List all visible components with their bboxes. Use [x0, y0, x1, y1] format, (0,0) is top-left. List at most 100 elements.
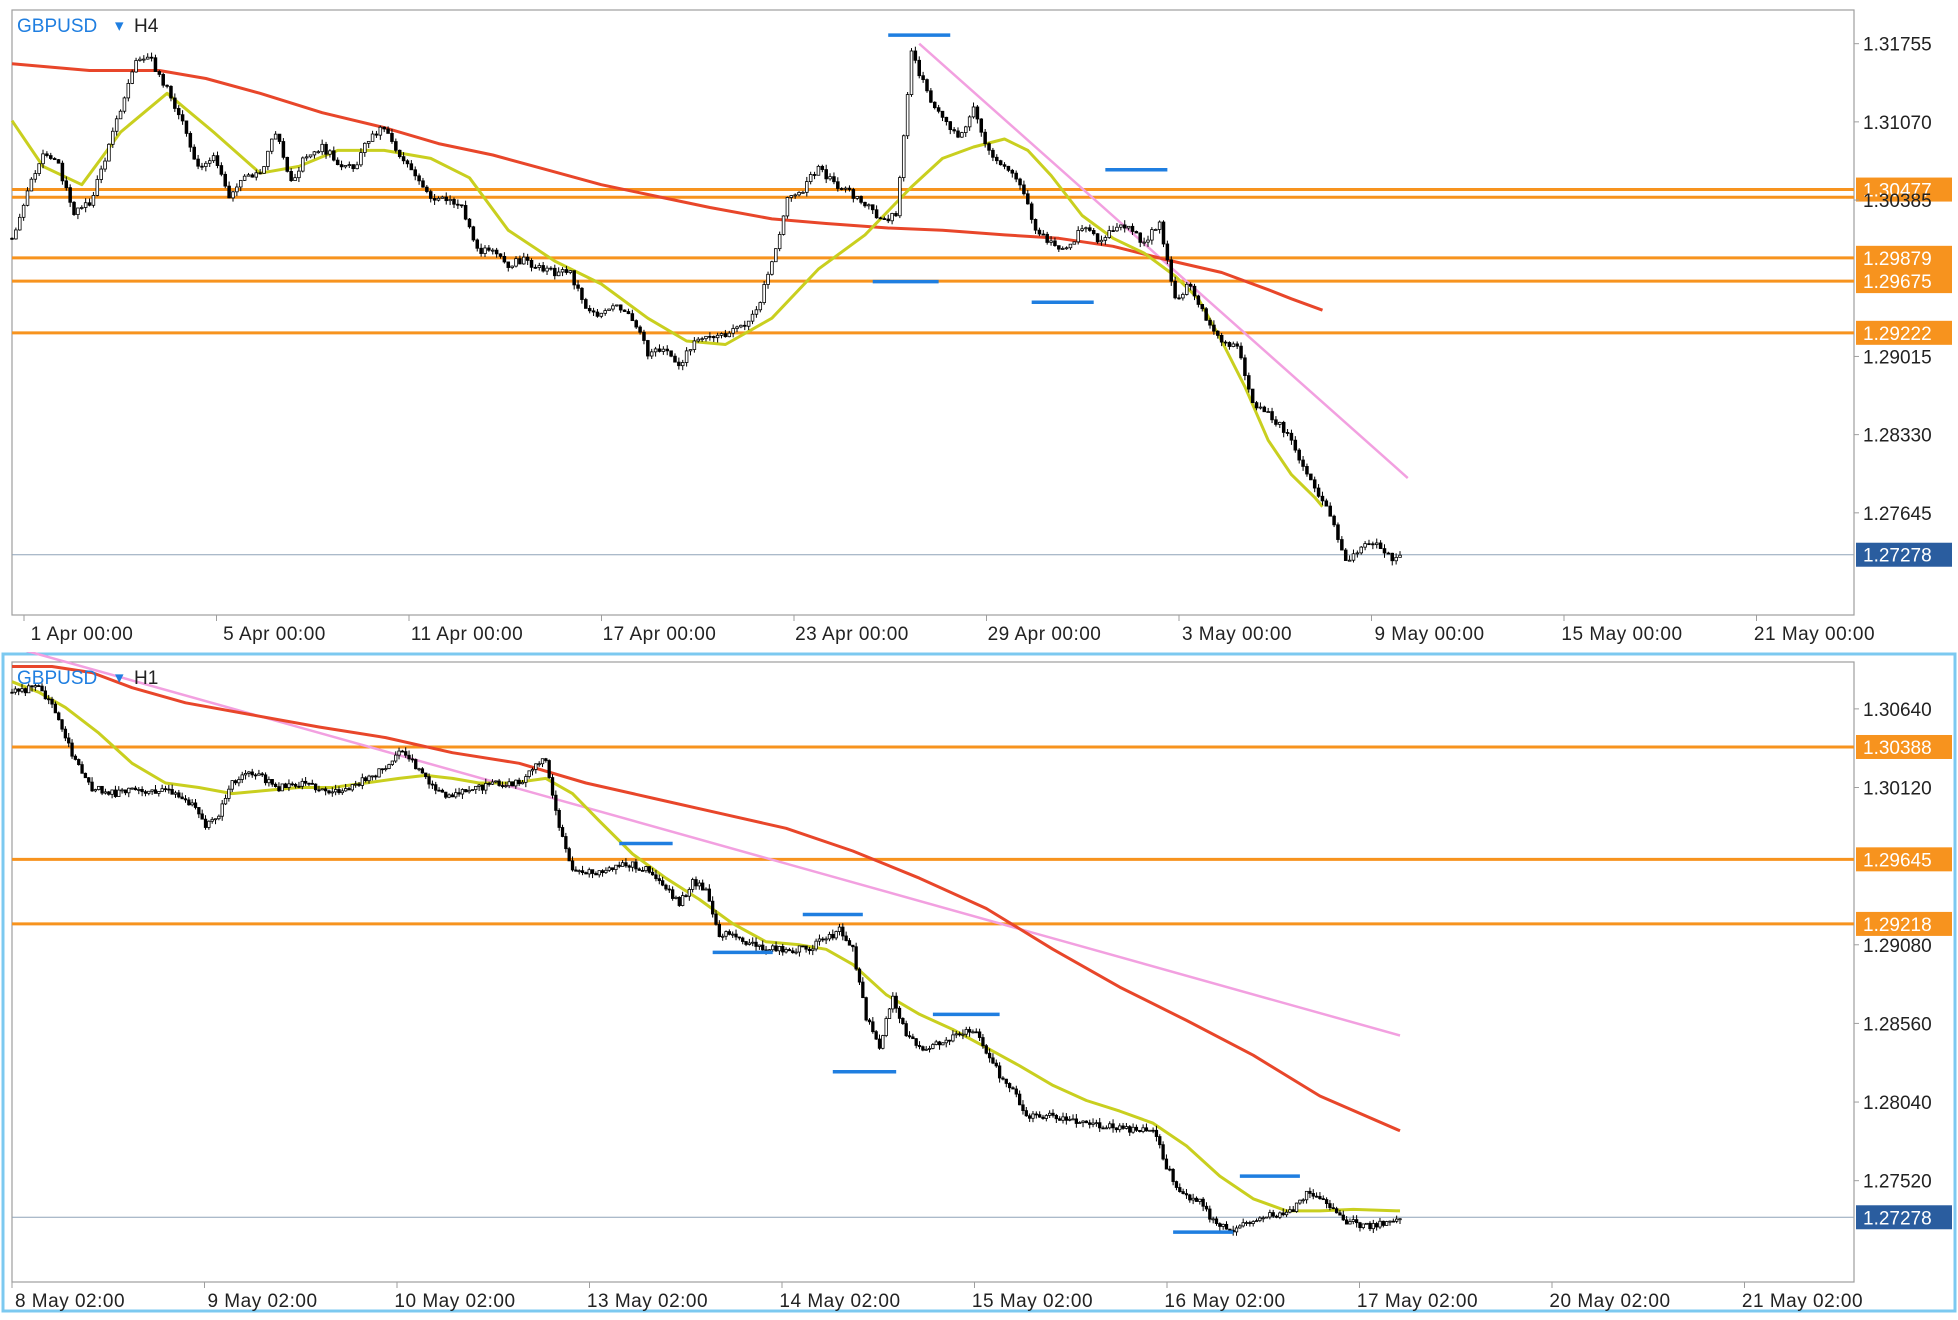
- candle: [1258, 402, 1263, 410]
- candle: [750, 310, 755, 325]
- candle: [117, 786, 121, 798]
- candle: [1114, 1127, 1119, 1133]
- candle: [1031, 1111, 1035, 1123]
- candle: [564, 832, 568, 853]
- candle: [580, 865, 585, 876]
- candle: [510, 781, 515, 787]
- candle: [421, 177, 425, 188]
- candle: [610, 867, 615, 872]
- candle: [308, 154, 313, 159]
- candle: [630, 861, 635, 872]
- candle: [707, 884, 711, 902]
- chart-panel-h4[interactable]: 1.30477 1.29879 1.29675 1.29222 1.31755 1.310…: [0, 0, 1958, 648]
- candle: [640, 866, 645, 872]
- chart-symbol[interactable]: GBPUSD: [17, 668, 97, 689]
- candle: [960, 131, 964, 138]
- candle: [277, 782, 281, 793]
- candle: [120, 787, 124, 794]
- candle: [1388, 1220, 1392, 1226]
- candle: [328, 149, 332, 158]
- candle: [130, 69, 134, 85]
- candle: [1134, 230, 1139, 234]
- candle: [404, 747, 408, 758]
- candle: [564, 265, 569, 275]
- time-axis: 8 May 02:00 9 May 02:00 10 May 02:00 13 May…: [11, 1282, 1863, 1312]
- candle: [173, 93, 177, 112]
- swing-marks: [872, 33, 1168, 304]
- candle: [1196, 294, 1201, 308]
- candle: [118, 109, 123, 120]
- candle: [1119, 224, 1123, 231]
- candle: [491, 248, 495, 255]
- candle: [1281, 420, 1286, 438]
- candle: [1184, 1189, 1189, 1199]
- candle: [867, 203, 871, 210]
- candle: [514, 256, 518, 268]
- candle: [967, 115, 972, 131]
- candle: [474, 785, 478, 794]
- candle: [440, 195, 445, 199]
- trendline-line[interactable]: [918, 42, 1409, 479]
- y-tick-label: 1.30385: [1863, 191, 1932, 212]
- candle: [855, 196, 859, 201]
- candle: [467, 218, 472, 229]
- candle: [1264, 1216, 1269, 1219]
- candle: [541, 261, 545, 273]
- candle: [270, 138, 274, 155]
- candle: [390, 129, 394, 144]
- level-price-label-4: 1.29222: [1863, 324, 1932, 345]
- candle: [192, 144, 196, 160]
- candle: [355, 161, 359, 170]
- candle: [1068, 243, 1073, 250]
- candle: [370, 130, 375, 142]
- x-tick-label: 10 May 02:00: [394, 1291, 515, 1312]
- symbol-dropdown-arrow-icon[interactable]: ▾: [115, 668, 124, 687]
- candle: [10, 237, 14, 241]
- candle: [410, 754, 415, 763]
- candle: [741, 936, 745, 945]
- candle: [529, 258, 534, 272]
- candle: [1142, 237, 1146, 247]
- candle: [37, 163, 41, 177]
- candle: [267, 776, 271, 787]
- candle: [1054, 1113, 1058, 1124]
- candle: [549, 266, 553, 271]
- level-price-label-2: 1.29879: [1863, 249, 1932, 270]
- x-tick-label: 9 May 02:00: [207, 1291, 317, 1312]
- candle: [1340, 536, 1344, 551]
- candle: [1017, 1090, 1022, 1106]
- candle: [380, 768, 385, 774]
- chart-symbol[interactable]: GBPUSD: [17, 16, 97, 37]
- candle: [1251, 1220, 1255, 1227]
- chart-panel-h1[interactable]: 1.30388 1.29645 1.29218 1.30640 1.30120 1.290…: [0, 645, 1958, 1315]
- candle: [983, 128, 987, 148]
- candle: [253, 773, 258, 780]
- candle: [502, 252, 507, 264]
- x-tick-label: 3 May 00:00: [1182, 624, 1292, 645]
- candle: [894, 211, 898, 218]
- candle: [1211, 1216, 1215, 1224]
- candle: [807, 946, 812, 955]
- candle: [997, 1062, 1002, 1083]
- candle: [998, 159, 1003, 166]
- candle: [905, 91, 910, 139]
- candle: [540, 758, 545, 768]
- candle: [762, 281, 766, 305]
- candle: [618, 304, 623, 313]
- candle: [711, 335, 716, 342]
- candle: [719, 332, 724, 339]
- candle: [944, 116, 949, 126]
- trendline-line[interactable]: [11, 645, 1401, 1037]
- candle: [1181, 1188, 1185, 1195]
- candle: [717, 920, 721, 938]
- candle: [677, 896, 681, 907]
- symbol-dropdown-arrow-icon[interactable]: ▾: [115, 16, 124, 35]
- candle: [223, 171, 227, 189]
- candle: [1278, 421, 1282, 429]
- candle: [577, 869, 581, 875]
- chart-h1[interactable]: 1.30388 1.29645 1.29218 1.30640 1.30120 1.290…: [0, 645, 1958, 1315]
- x-tick-label: 8 May 02:00: [15, 1291, 125, 1312]
- candle: [444, 192, 448, 205]
- candle: [47, 694, 51, 705]
